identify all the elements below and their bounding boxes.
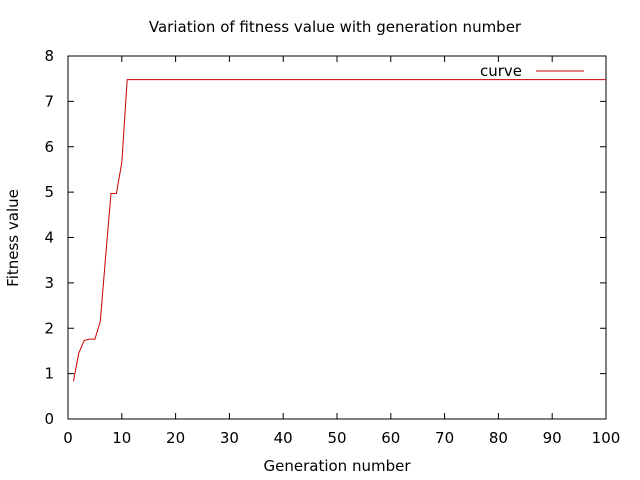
x-tick-label: 10 — [112, 429, 131, 447]
x-tick-label: 60 — [381, 429, 400, 447]
legend-label-curve: curve — [480, 62, 522, 80]
x-tick-label: 30 — [220, 429, 239, 447]
x-tick-label: 0 — [63, 429, 73, 447]
y-tick-label: 0 — [44, 410, 54, 428]
x-tick-label: 40 — [274, 429, 293, 447]
x-tick-label: 80 — [489, 429, 508, 447]
x-tick-label: 70 — [435, 429, 454, 447]
chart-title: Variation of fitness value with generati… — [149, 18, 522, 36]
x-tick-label: 50 — [327, 429, 346, 447]
x-tick-label: 90 — [543, 429, 562, 447]
plot-frame — [67, 55, 607, 420]
y-tick-label: 2 — [44, 319, 54, 337]
y-tick-label: 1 — [44, 365, 54, 383]
x-tick-label: 20 — [166, 429, 185, 447]
legend: curve — [480, 62, 584, 80]
y-tick-label: 7 — [44, 92, 54, 110]
x-axis-label: Generation number — [264, 457, 412, 475]
series-layer — [72, 79, 606, 382]
y-axis: 0 1 2 3 4 5 6 7 8 — [44, 47, 606, 428]
series-line-curve — [72, 79, 606, 382]
y-tick-label: 4 — [44, 229, 54, 247]
y-axis-label: Fitness value — [4, 189, 22, 287]
y-tick-label: 6 — [44, 138, 54, 156]
y-tick-label: 3 — [44, 274, 54, 292]
y-tick-label: 5 — [44, 183, 54, 201]
y-tick-label: 8 — [44, 47, 54, 65]
x-tick-label: 100 — [592, 429, 621, 447]
x-axis: 0 10 20 30 40 50 60 70 80 90 100 — [63, 56, 620, 447]
